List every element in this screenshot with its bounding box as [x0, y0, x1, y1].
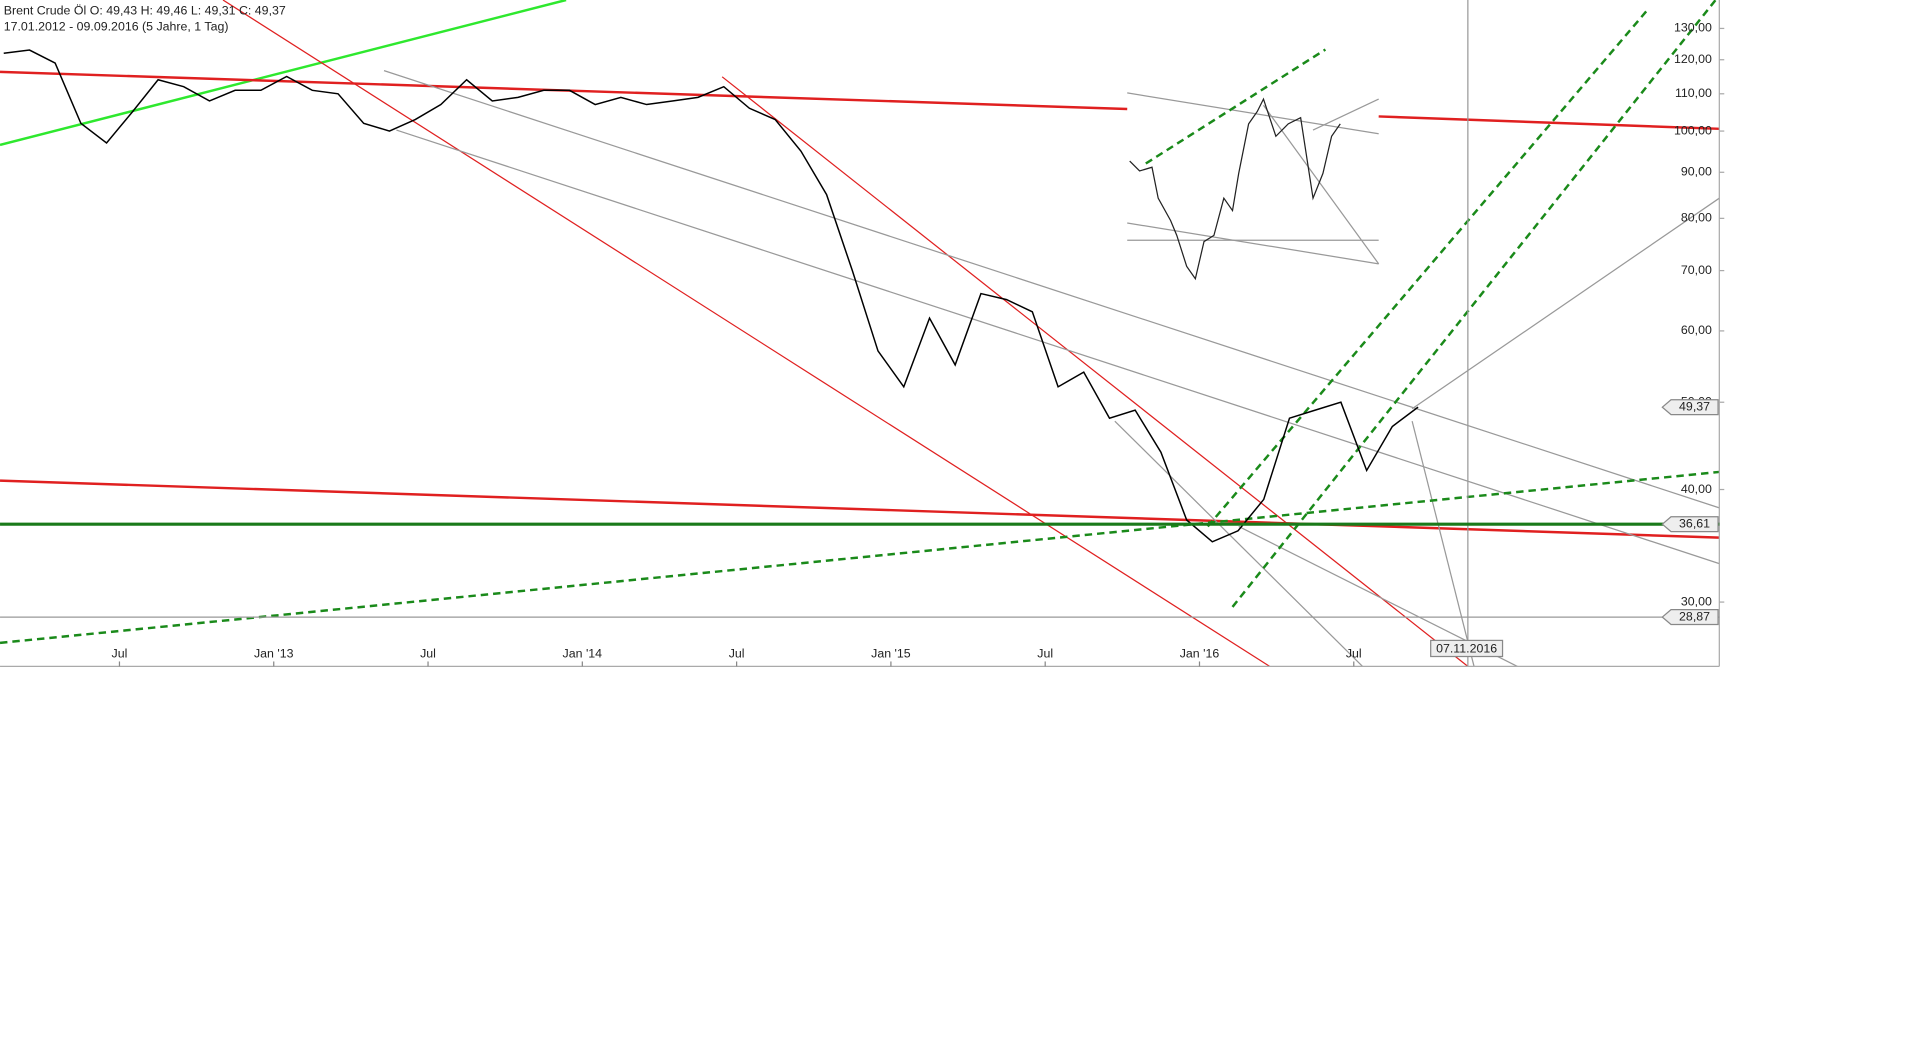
y-tick-label: 30,00	[1681, 594, 1712, 608]
y-tick-label: 40,00	[1681, 482, 1712, 496]
x-tick-label: Jan '14	[563, 646, 603, 660]
y-tick-label: 60,00	[1681, 323, 1712, 337]
trend-line	[0, 0, 567, 147]
date-marker-box	[1430, 639, 1504, 658]
x-tick-label: Jul	[112, 646, 128, 660]
trend-line	[222, 0, 1271, 667]
y-tick-label: 120,00	[1674, 52, 1712, 66]
trend-line	[1114, 420, 1364, 667]
inset-line	[1312, 98, 1379, 131]
price-label-box	[1661, 516, 1719, 533]
x-tick-label: Jul	[1037, 646, 1053, 660]
y-tick-label: 100,00	[1674, 123, 1712, 137]
price-label: 28,87	[1679, 609, 1710, 623]
price-label: 36,61	[1679, 516, 1710, 530]
x-tick-label: Jul	[420, 646, 436, 660]
trend-line	[1206, 9, 1649, 528]
trend-line	[1231, 0, 1717, 608]
inset-chart	[1127, 48, 1380, 281]
price-line	[3, 49, 1419, 543]
y-tick-label: 130,00	[1674, 21, 1712, 35]
trend-line	[1411, 197, 1720, 410]
y-tick-label: 90,00	[1681, 165, 1712, 179]
trend-line	[383, 70, 1720, 509]
price-label: 49,37	[1679, 399, 1710, 413]
x-tick-label: Jul	[729, 646, 745, 660]
inset-line	[1262, 104, 1380, 265]
inset-line	[1127, 92, 1379, 135]
chart-title: Brent Crude Öl O: 49,43 H: 49,46 L: 49,3…	[4, 3, 286, 17]
price-label-box	[1661, 609, 1719, 626]
x-tick-label: Jul	[1346, 646, 1362, 660]
y-tick-label: 110,00	[1675, 86, 1712, 100]
inset-line	[1127, 222, 1379, 265]
chart-subtitle: 17.01.2012 - 09.09.2016 (5 Jahre, 1 Tag)	[4, 20, 229, 34]
x-tick-label: Jan '16	[1180, 646, 1220, 660]
x-tick-label: Jan '13	[254, 646, 294, 660]
trend-line	[721, 76, 1469, 667]
trend-line	[1411, 421, 1475, 667]
trend-line	[0, 470, 1720, 645]
trend-line	[396, 129, 1720, 565]
date-marker-label: 07.11.2016	[1436, 641, 1497, 655]
x-tick-label: Jan '15	[871, 646, 911, 660]
trend-line	[1378, 115, 1720, 131]
y-tick-label: 70,00	[1681, 263, 1712, 277]
inset-line	[1145, 48, 1327, 165]
trend-line	[0, 479, 1720, 539]
y-tick-label: 80,00	[1681, 211, 1712, 225]
price-label-box	[1661, 399, 1719, 416]
inset-price	[1129, 97, 1341, 281]
plot-area	[0, 0, 1719, 666]
